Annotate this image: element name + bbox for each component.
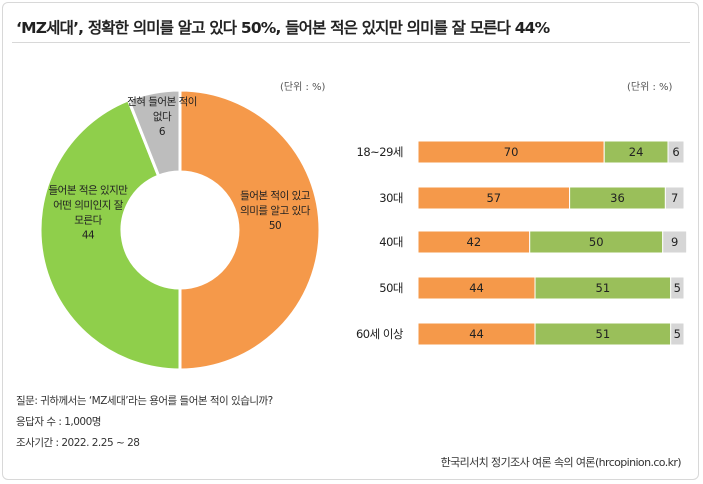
bar-segment-2 xyxy=(670,276,685,300)
donut-slice-2 xyxy=(126,88,182,179)
bar-value-label: 50 xyxy=(589,235,604,249)
bar-value-label: 24 xyxy=(629,145,644,159)
bar-value-label: 42 xyxy=(467,235,482,249)
donut-slice-label-2: 전혀 들어본 적이 없다 6 xyxy=(127,96,197,138)
chart-title: ‘MZ세대’, 정확한 의미를 알고 있다 50%, 들어본 적은 있지만 의미… xyxy=(16,19,550,37)
donut-unit-label: (단위 : %) xyxy=(280,82,326,93)
donut-slice-label-0: 들어본 적이 있고 의미를 알고 있다 50 xyxy=(240,190,311,232)
bar-value-label: 44 xyxy=(469,281,484,295)
bar-segment-2 xyxy=(667,140,685,164)
bar-segment-2 xyxy=(664,186,685,210)
bar-value-label: 70 xyxy=(504,145,519,159)
data-source: 한국리서치 정기조사 여론 속의 여론(hrcopinion.co.kr) xyxy=(440,456,682,469)
bar-value-label: 9 xyxy=(671,235,678,249)
donut-slice-1 xyxy=(38,97,182,372)
survey-question: 질문: 귀하께서는 ‘MZ세대’라는 용어를 들어본 적이 있습니까? xyxy=(16,395,273,407)
chart-frame xyxy=(2,2,699,480)
bar-value-label: 51 xyxy=(596,327,611,341)
bar-value-label: 36 xyxy=(610,191,625,205)
category-label: 60세 이상 xyxy=(356,327,404,341)
category-label: 50대 xyxy=(379,281,403,295)
category-label: 18~29세 xyxy=(357,145,403,159)
bar-segment-2 xyxy=(662,230,688,254)
category-label: 40대 xyxy=(379,235,403,249)
survey-period: 조사기간 : 2022. 2.25 ~ 28 xyxy=(16,437,140,449)
donut-slice-label-1: 들어본 적은 있지만 어떤 의미인지 잘 모른다 44 xyxy=(49,185,129,242)
respondent-count: 응답자 수 : 1,000명 xyxy=(16,416,101,428)
bar-value-label: 51 xyxy=(596,281,611,295)
donut-slice-0 xyxy=(178,88,322,372)
bar-value-label: 5 xyxy=(674,281,681,295)
category-label: 30대 xyxy=(379,191,403,205)
bar-value-label: 44 xyxy=(469,327,484,341)
bar-value-label: 7 xyxy=(671,191,678,205)
bar-segment-2 xyxy=(670,322,685,346)
title-divider xyxy=(12,42,690,43)
bar-unit-label: (단위 : %) xyxy=(627,82,673,93)
bar-value-label: 6 xyxy=(672,145,679,159)
bar-value-label: 57 xyxy=(486,191,501,205)
bar-value-label: 5 xyxy=(674,327,681,341)
